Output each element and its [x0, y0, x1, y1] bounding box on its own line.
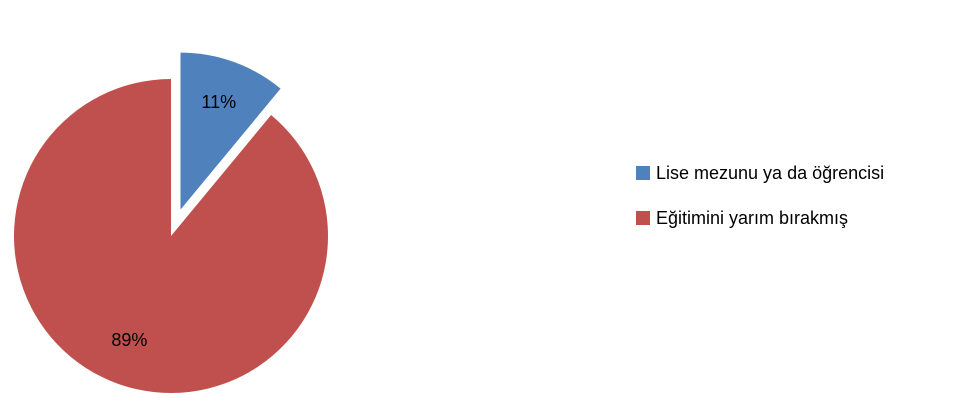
legend-item-egitim: Eğitimini yarım bırakmış — [636, 207, 884, 229]
chart-legend: Lise mezunu ya da öğrencisi Eğitimini ya… — [636, 162, 884, 252]
pie-slice-1 — [14, 79, 329, 393]
pie-slice-0 — [180, 52, 281, 210]
legend-label-egitim: Eğitimini yarım bırakmış — [656, 207, 849, 228]
legend-item-lise: Lise mezunu ya da öğrencisi — [636, 162, 884, 184]
pie-data-label-1: 89% — [111, 330, 147, 350]
pie-data-label-0: 11% — [201, 92, 236, 112]
legend-swatch-egitim — [636, 211, 650, 225]
legend-label-lise: Lise mezunu ya da öğrencisi — [656, 162, 885, 183]
legend-swatch-lise — [636, 166, 650, 180]
